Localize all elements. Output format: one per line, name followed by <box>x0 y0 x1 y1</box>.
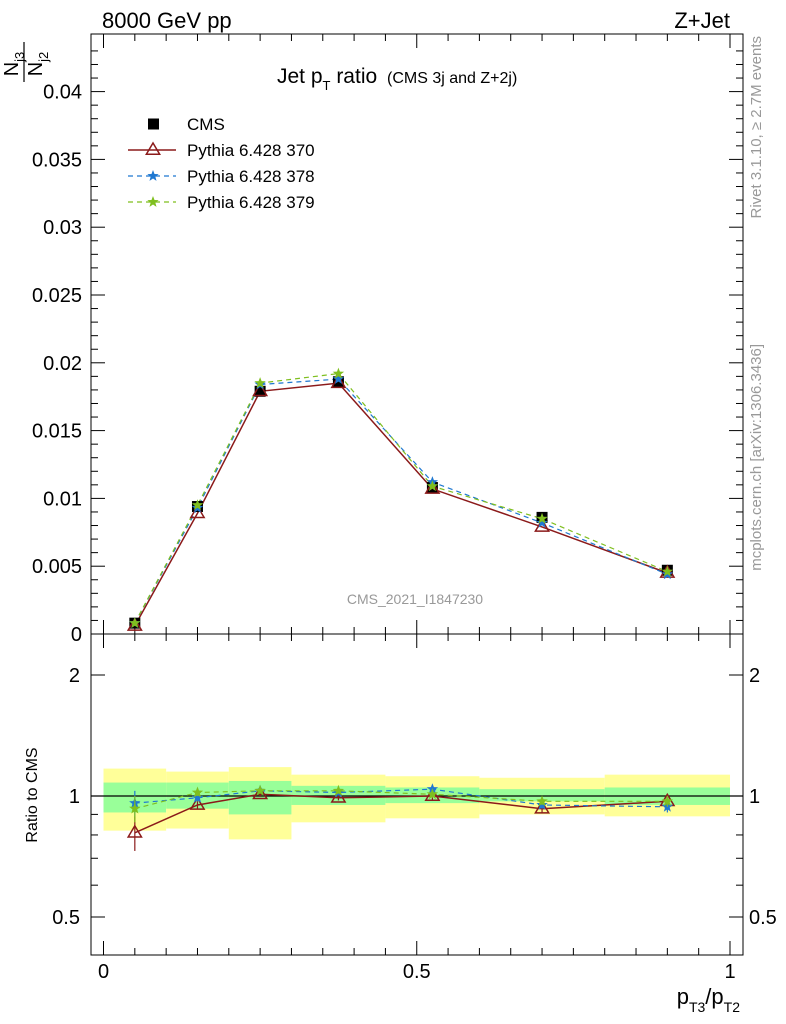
ratio-series <box>126 783 676 851</box>
p37x-point <box>254 377 266 388</box>
legend-label: Pythia 6.428 370 <box>187 141 315 160</box>
y-tick-label: 0.035 <box>32 149 82 171</box>
p370-point <box>126 617 143 631</box>
ratio-p370-point <box>252 785 269 800</box>
x-tick-label: 1 <box>724 961 735 983</box>
x-tick-label: 0.5 <box>403 961 431 983</box>
svg-text:Nj3: Nj3 <box>1 52 27 77</box>
p370-point <box>534 518 551 532</box>
ratio-y-label: Ratio to CMS <box>24 747 41 842</box>
p37x-point <box>129 617 141 628</box>
legend-marker-p37x <box>147 170 159 181</box>
ratio-p37x-point <box>129 802 141 814</box>
ratio-p37x-point <box>191 786 204 798</box>
x-label-s1: T3 <box>689 999 706 1015</box>
main-y-label: Nj3 Nj2 <box>1 42 51 82</box>
y-label-num-sub: j3 <box>12 52 27 63</box>
legend-label: CMS <box>187 115 225 134</box>
y-tick-label: 0.005 <box>32 556 82 578</box>
axes: 0 0.5 1 0 0.005 0.01 0.015 0.02 0.025 0.03 0.035 0.… <box>32 34 777 983</box>
ratio-y-tick-label-right: 2 <box>749 665 760 687</box>
p37x-point <box>332 367 345 379</box>
y-tick-label: 0 <box>71 624 82 646</box>
ratio-p370-point <box>189 796 206 810</box>
y-tick-label: 0.025 <box>32 285 82 307</box>
p37x-point <box>661 565 674 577</box>
x-label-p1: p <box>677 984 689 1009</box>
ratio-p370-point <box>330 789 347 803</box>
x-tick-label: 0 <box>98 961 109 983</box>
ratio-p37x-point <box>661 795 674 807</box>
plot-title: Jet pT ratio (CMS 3j and Z+2j) <box>277 65 517 93</box>
ratio-p370-point <box>424 787 441 801</box>
ratio-p37x-point <box>191 791 204 803</box>
p37x-point <box>536 512 548 524</box>
rivet-side-text: Rivet 3.1.10, ≥ 2.7M events <box>748 36 765 219</box>
y-label-num: N <box>1 62 23 76</box>
legend-marker-p37x <box>147 196 159 207</box>
mcplots-side-text: mcplots.cern.ch [arXiv:1306.3436] <box>748 344 765 571</box>
main-series-line <box>134 378 668 624</box>
ratio-y-tick-label: 0.5 <box>52 907 80 929</box>
legend-marker-cms <box>148 118 159 130</box>
legend-label: Pythia 6.428 379 <box>187 193 315 212</box>
p370-point <box>252 382 269 397</box>
y-tick-label: 0.04 <box>43 82 82 104</box>
x-label-s2: T2 <box>724 999 741 1015</box>
ratio-p37x-point <box>332 784 345 796</box>
cms-point <box>254 385 266 397</box>
y-label-den-sub: j2 <box>36 52 51 63</box>
cms-point <box>332 376 344 388</box>
y-tick-label: 0.01 <box>43 488 82 510</box>
y-tick-label: 0.03 <box>43 217 82 239</box>
ratio-band-inner <box>479 789 605 802</box>
y-label-den: N <box>25 62 47 76</box>
ratio-p370-point <box>534 800 551 814</box>
p37x-point <box>332 373 345 384</box>
header-left: 8000 GeV pp <box>102 8 232 33</box>
ratio-y-tick-label-right: 1 <box>749 786 760 808</box>
title-note: (CMS 3j and Z+2j) <box>387 70 517 87</box>
watermark: CMS_2021_I1847230 <box>347 591 483 607</box>
legend: CMS Pythia 6.428 370 Pythia 6.428 378 Pythi… <box>128 115 315 212</box>
ratio-y-tick-label: 1 <box>69 786 80 808</box>
legend-label: Pythia 6.428 378 <box>187 167 315 186</box>
p370-point <box>424 480 441 494</box>
ratio-p37x-point <box>426 788 439 800</box>
p370-point <box>330 374 347 389</box>
p37x-point <box>426 480 439 492</box>
title-sub: T <box>323 78 331 93</box>
p37x-point <box>191 499 204 510</box>
main-series <box>126 367 676 631</box>
legend-marker-p370 <box>145 141 161 155</box>
ratio-p370-point <box>126 824 143 838</box>
p37x-point <box>536 516 548 528</box>
main-series-line <box>134 382 668 627</box>
main-series-line <box>134 372 668 624</box>
header-right: Z+Jet <box>674 8 730 33</box>
title-main: Jet p <box>277 65 323 88</box>
y-tick-label: 0.015 <box>32 421 82 443</box>
ratio-p37x-point <box>254 784 266 796</box>
title-rest: ratio <box>330 65 377 88</box>
svg-text:Nj2: Nj2 <box>25 52 51 77</box>
y-tick-label: 0.02 <box>43 353 82 375</box>
ratio-p37x-point <box>536 795 548 807</box>
x-axis-label: pT3/pT2 <box>677 984 741 1015</box>
x-label-slash: /p <box>705 984 723 1009</box>
ratio-y-tick-label: 2 <box>69 665 80 687</box>
ratio-y-tick-label-right: 0.5 <box>749 907 777 929</box>
